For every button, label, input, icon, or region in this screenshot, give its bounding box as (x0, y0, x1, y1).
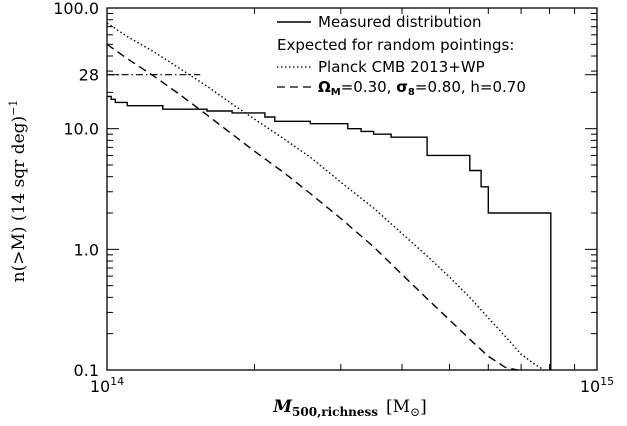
legend-label-planck: Planck CMB 2013+WP (318, 58, 485, 76)
series-line-dashed (106, 43, 519, 371)
y-tick-label: 0.1 (74, 361, 99, 380)
y-tick-label: 100.0 (53, 0, 99, 18)
plot-frame (106, 7, 598, 371)
x-tick-label: 1014 (90, 375, 124, 396)
legend-label-cosmo: ΩM=0.30, σ8=0.80, h=0.70 (318, 78, 526, 98)
legend: Measured distribution Expected for rando… (277, 13, 526, 98)
x-tick-label: 1015 (580, 375, 614, 396)
y-axis-label: n(>M) (14 sqr deg)−1 (7, 100, 29, 283)
y-tick-label: 1.0 (74, 240, 99, 259)
series-line-dotted (106, 22, 545, 371)
y-tick-label: 10.0 (63, 120, 99, 139)
series-line-solid (107, 95, 552, 370)
legend-label-measured: Measured distribution (318, 13, 482, 31)
y-tick-label: 28 (79, 66, 99, 85)
legend-heading: Expected for random pointings: (277, 36, 514, 54)
x-axis-label: M500,richness [M⊙] (272, 397, 427, 419)
